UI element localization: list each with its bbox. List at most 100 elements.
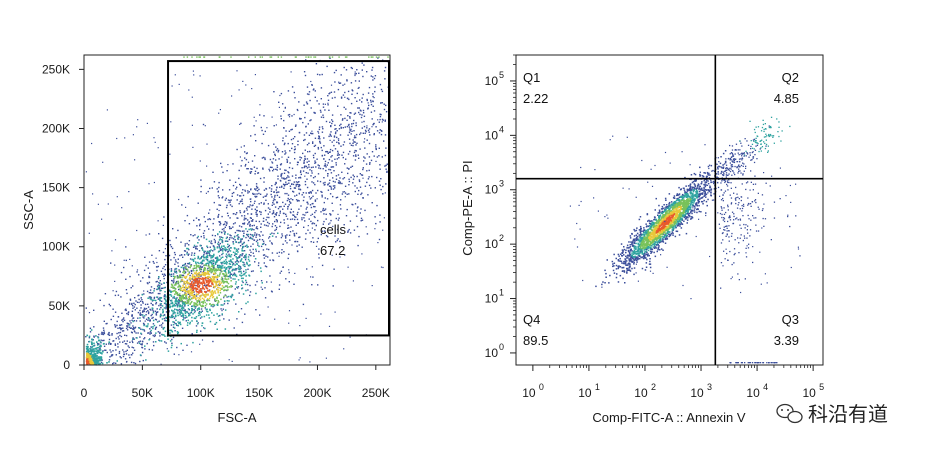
event-dot [634, 251, 636, 254]
event-dot [231, 195, 233, 197]
event-dot [308, 93, 310, 96]
event-dot [178, 301, 181, 303]
event-dot [658, 228, 660, 230]
event-dot [220, 162, 222, 165]
event-dot [339, 183, 341, 185]
event-dot [103, 329, 105, 331]
event-dot [259, 267, 262, 269]
event-dot [273, 203, 275, 205]
event-dot [146, 342, 148, 345]
event-dot [128, 303, 131, 305]
event-dot [360, 208, 362, 210]
event-dot [247, 301, 249, 303]
event-dot [191, 309, 194, 311]
event-dot [254, 56, 256, 58]
event-dot [190, 290, 192, 292]
event-dot [171, 279, 173, 282]
event-dot [269, 259, 271, 261]
event-dot [330, 131, 332, 133]
event-dot [305, 165, 308, 168]
event-dot [181, 304, 184, 307]
event-dot [344, 126, 346, 128]
event-dot [228, 271, 230, 273]
event-dot [705, 176, 708, 178]
event-dot [277, 178, 279, 180]
event-dot [194, 282, 197, 284]
event-dot [282, 266, 284, 268]
event-dot [296, 250, 299, 252]
event-dot [109, 356, 111, 358]
event-dot [360, 132, 362, 134]
event-dot [93, 342, 95, 345]
event-dot [268, 216, 270, 219]
event-dot [273, 232, 275, 235]
event-dot [243, 219, 245, 221]
event-dot [253, 229, 255, 231]
event-dot [139, 340, 142, 342]
event-dot [147, 310, 149, 312]
event-dot [178, 296, 181, 299]
x-tick-label: 0 [81, 386, 88, 400]
event-dot [280, 163, 283, 165]
event-dot [99, 347, 101, 349]
event-dot [173, 353, 175, 355]
event-dot [168, 254, 171, 257]
event-dot [191, 281, 193, 283]
event-dot [201, 297, 204, 300]
event-dot [252, 219, 254, 221]
event-dot [225, 250, 227, 252]
event-dot [248, 260, 251, 262]
event-dot [283, 127, 285, 129]
event-dot [227, 233, 229, 235]
event-dot [124, 137, 126, 139]
event-dot [224, 278, 227, 280]
event-dot [187, 291, 189, 294]
event-dot [223, 249, 226, 251]
event-dot [178, 304, 180, 306]
event-dot [132, 305, 134, 307]
event-dot [351, 67, 353, 70]
event-dot [275, 219, 278, 221]
event-dot [297, 181, 299, 184]
event-dot [118, 332, 120, 334]
event-dot [160, 363, 162, 365]
event-dot [686, 216, 688, 218]
event-dot [183, 254, 186, 256]
event-dot [138, 294, 140, 296]
event-dot [150, 329, 152, 332]
event-dot [383, 217, 385, 219]
event-dot [93, 353, 95, 355]
event-dot [112, 315, 115, 317]
event-dot [253, 202, 255, 204]
event-dot [238, 225, 241, 227]
event-dot [120, 324, 123, 326]
event-dot [215, 285, 217, 287]
event-dot [327, 104, 329, 106]
event-dot [355, 133, 358, 136]
event-dot [202, 285, 204, 287]
event-dot [141, 328, 144, 331]
event-dot [195, 325, 198, 327]
event-dot [668, 193, 671, 195]
event-dot [637, 242, 639, 245]
event-dot [298, 101, 300, 103]
event-dot [205, 238, 208, 241]
event-dot [186, 56, 189, 58]
event-dot [222, 196, 224, 198]
event-dot [253, 255, 255, 257]
event-dot [137, 332, 139, 334]
event-dot [223, 280, 225, 283]
event-dot [255, 196, 257, 198]
event-dot [195, 262, 197, 265]
event-dot [338, 56, 340, 58]
event-dot [241, 287, 243, 290]
event-dot [200, 301, 203, 303]
event-dot [255, 248, 257, 251]
event-dot [366, 139, 368, 141]
event-dot [184, 294, 187, 296]
event-dot [286, 158, 288, 161]
event-dot [299, 184, 301, 187]
event-dot [117, 336, 119, 338]
event-dot [88, 350, 91, 352]
event-dot [334, 148, 337, 150]
